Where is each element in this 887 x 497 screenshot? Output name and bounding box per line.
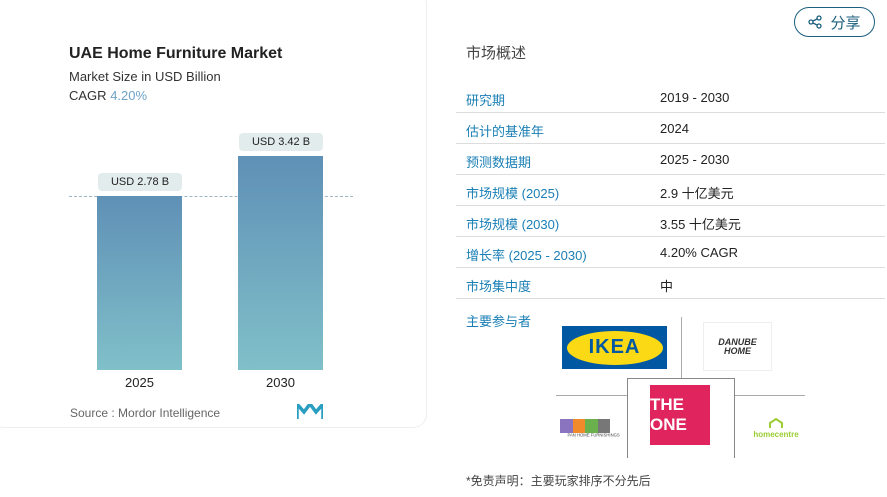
- logo-ikea: IKEA: [562, 326, 667, 369]
- share-label: 分享: [830, 14, 861, 32]
- overview-title: 市场概述: [466, 45, 527, 62]
- row-label: 市场规模 (2025): [466, 186, 560, 201]
- overview-row: 研究期 2019 - 2030: [456, 82, 885, 113]
- data-label: USD 2.78 B: [98, 172, 182, 191]
- row-value: 2.9 十亿美元: [660, 186, 734, 201]
- row-value: 2025 - 2030: [660, 152, 730, 167]
- row-value: 3.55 十亿美元: [660, 217, 741, 232]
- source: Source : Mordor Intelligence: [70, 406, 221, 420]
- bar-2025: [97, 195, 182, 370]
- share-button[interactable]: 分享: [794, 7, 875, 37]
- reference-line: [69, 195, 353, 197]
- chart-subtitle: Market Size in USD Billion: [69, 69, 221, 84]
- players-title: 主要参与者: [466, 314, 532, 329]
- x-tick-label: 2025: [125, 375, 154, 390]
- data-label: USD 3.42 B: [239, 132, 323, 151]
- overview-row: 市场规模 (2030) 3.55 十亿美元: [456, 206, 885, 237]
- logo-frame: [627, 378, 735, 458]
- row-value: 4.20% CAGR: [660, 245, 739, 260]
- row-label: 市场规模 (2030): [466, 217, 560, 232]
- row-value: 2024: [660, 121, 689, 136]
- cagr-value: 4.20%: [110, 88, 148, 103]
- overview-row: 市场集中度 中: [456, 268, 885, 299]
- bar-2030: [238, 155, 323, 370]
- chart-title: UAE Home Furniture Market: [69, 45, 283, 62]
- overview-row: 增长率 (2025 - 2030) 4.20% CAGR: [456, 237, 885, 268]
- row-label: 增长率 (2025 - 2030): [466, 248, 587, 263]
- disclaimer: *免责声明：主要玩家排序不分先后: [466, 474, 651, 488]
- row-label: 研究期: [466, 93, 506, 108]
- row-label: 预测数据期: [466, 155, 532, 170]
- row-value: 2019 - 2030: [660, 90, 730, 105]
- house-icon: [769, 417, 783, 428]
- overview-row: 估计的基准年 2024: [456, 113, 885, 144]
- row-value: 中: [660, 279, 674, 294]
- overview-row: 预测数据期 2025 - 2030: [456, 144, 885, 175]
- logo-the-one: THE ONE: [650, 385, 710, 445]
- logo-danube-home: DANUBE HOME: [703, 322, 772, 371]
- cagr: CAGR 4.20%: [69, 88, 147, 103]
- logo-homecentre: homecentre: [748, 417, 804, 439]
- logo-pan: PAN HOME FURNISHINGS: [560, 419, 620, 439]
- share-icon: [808, 15, 823, 29]
- cagr-label: CAGR: [69, 88, 107, 103]
- mordor-logo-icon: [297, 404, 323, 419]
- x-tick-label: 2030: [266, 375, 295, 390]
- overview-row: 市场规模 (2025) 2.9 十亿美元: [456, 175, 885, 206]
- chart-card: [0, 0, 427, 428]
- row-label: 市场集中度: [466, 279, 532, 294]
- row-label: 估计的基准年: [466, 124, 545, 139]
